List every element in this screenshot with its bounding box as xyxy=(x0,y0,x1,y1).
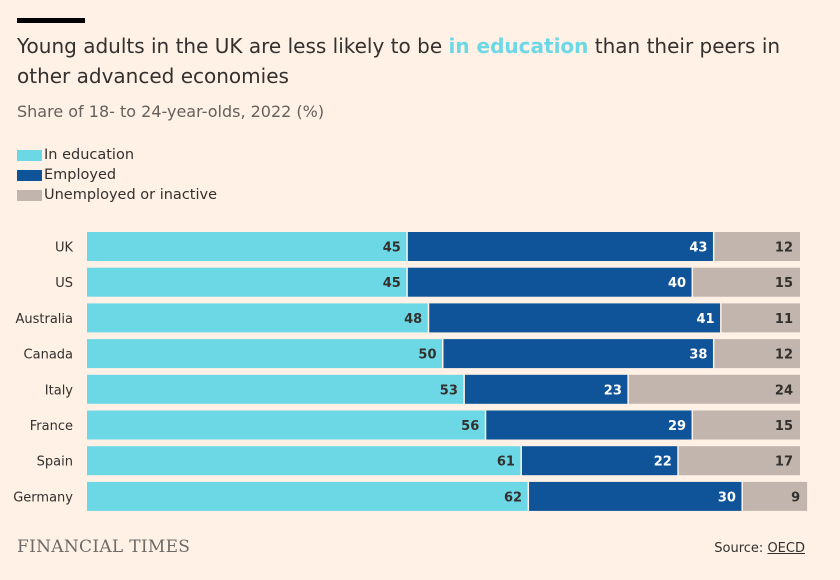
data-label-canada-employed: 38 xyxy=(689,348,707,363)
bar-us-in-education xyxy=(87,267,407,297)
title-highlight: in education xyxy=(448,34,589,58)
bar-canada-in-education xyxy=(87,339,442,369)
legend: In education Employed Unemployed or inac… xyxy=(17,145,217,205)
bar-uk-in-education xyxy=(87,232,407,261)
bar-australia-employed xyxy=(429,303,721,333)
data-label-italy-unemployed: 24 xyxy=(775,383,793,398)
legend-swatch-unemployed xyxy=(17,189,42,201)
header-rule xyxy=(17,18,85,23)
category-label-australia: Australia xyxy=(15,312,73,327)
legend-swatch-employed xyxy=(17,169,42,181)
category-label-uk: UK xyxy=(55,241,74,256)
data-label-uk-in-education: 45 xyxy=(383,241,401,256)
data-label-spain-employed: 22 xyxy=(654,455,672,470)
bar-italy-unemployed xyxy=(628,374,800,404)
category-label-france: France xyxy=(30,419,73,434)
legend-item-unemployed: Unemployed or inactive xyxy=(17,185,217,205)
bar-australia-in-education xyxy=(87,303,428,333)
data-label-uk-unemployed: 12 xyxy=(775,241,793,256)
data-label-us-unemployed: 15 xyxy=(775,276,793,291)
data-label-australia-employed: 41 xyxy=(696,312,714,327)
source-link[interactable]: OECD xyxy=(767,541,805,556)
bar-spain-unemployed xyxy=(678,446,800,476)
title-text-start: Young adults in the UK are less likely t… xyxy=(17,34,449,58)
data-label-germany-in-education: 62 xyxy=(504,490,522,505)
bar-germany-in-education xyxy=(87,481,528,511)
bar-canada-employed xyxy=(443,339,713,369)
source-prefix: Source: xyxy=(714,541,768,556)
data-label-canada-unemployed: 12 xyxy=(775,348,793,363)
category-label-us: US xyxy=(55,276,73,291)
legend-label-employed: Employed xyxy=(44,167,117,183)
data-label-australia-in-education: 48 xyxy=(404,312,422,327)
legend-swatch-in-education xyxy=(17,149,42,161)
data-label-australia-unemployed: 11 xyxy=(775,312,793,327)
bar-us-employed xyxy=(407,267,692,297)
bar-france-unemployed xyxy=(693,410,800,440)
legend-item-in-education: In education xyxy=(17,145,217,165)
stacked-bar-chart: UK 45 43 12 US 45 40 15 Australia 48 41 11 Canada 50 3… xyxy=(13,232,808,511)
category-label-italy: Italy xyxy=(45,383,74,398)
bar-germany-employed xyxy=(529,481,742,511)
data-label-italy-employed: 23 xyxy=(604,383,622,398)
legend-label-unemployed: Unemployed or inactive xyxy=(44,187,218,203)
category-label-germany: Germany xyxy=(13,490,73,505)
data-label-germany-unemployed: 9 xyxy=(791,490,800,505)
bar-italy-employed xyxy=(464,374,628,404)
title-text-end: than their peers in other advanced econo… xyxy=(17,34,781,88)
data-label-france-in-education: 56 xyxy=(461,419,479,434)
data-label-spain-unemployed: 17 xyxy=(775,455,793,470)
legend-item-employed: Employed xyxy=(17,165,217,185)
data-label-canada-in-education: 50 xyxy=(418,348,436,363)
data-label-france-unemployed: 15 xyxy=(775,419,793,434)
ft-logo: FINANCIAL TIMES xyxy=(17,537,191,557)
data-label-uk-employed: 43 xyxy=(689,241,707,256)
bar-us-unemployed xyxy=(693,267,800,297)
source-note: Source: OECD xyxy=(714,541,805,556)
bar-canada-unemployed xyxy=(714,339,800,369)
bar-france-in-education xyxy=(87,410,485,440)
category-label-spain: Spain xyxy=(37,455,73,470)
chart-subtitle: Share of 18- to 24-year-olds, 2022 (%) xyxy=(17,102,325,121)
bar-uk-employed xyxy=(407,232,713,261)
bar-spain-in-education xyxy=(87,446,521,476)
chart-title: Young adults in the UK are less likely t… xyxy=(17,31,807,91)
data-label-germany-employed: 30 xyxy=(718,490,736,505)
data-label-us-in-education: 45 xyxy=(383,276,401,291)
bar-australia-unemployed xyxy=(721,303,800,333)
bar-italy-in-education xyxy=(87,374,464,404)
bar-france-employed xyxy=(486,410,692,440)
data-label-spain-in-education: 61 xyxy=(497,455,515,470)
data-label-us-employed: 40 xyxy=(668,276,686,291)
data-label-france-employed: 29 xyxy=(668,419,686,434)
category-label-canada: Canada xyxy=(24,348,73,363)
legend-label-in-education: In education xyxy=(44,147,135,163)
bar-spain-employed xyxy=(521,446,678,476)
bar-germany-unemployed xyxy=(742,481,808,511)
bar-uk-unemployed xyxy=(714,232,800,261)
data-label-italy-in-education: 53 xyxy=(440,383,458,398)
